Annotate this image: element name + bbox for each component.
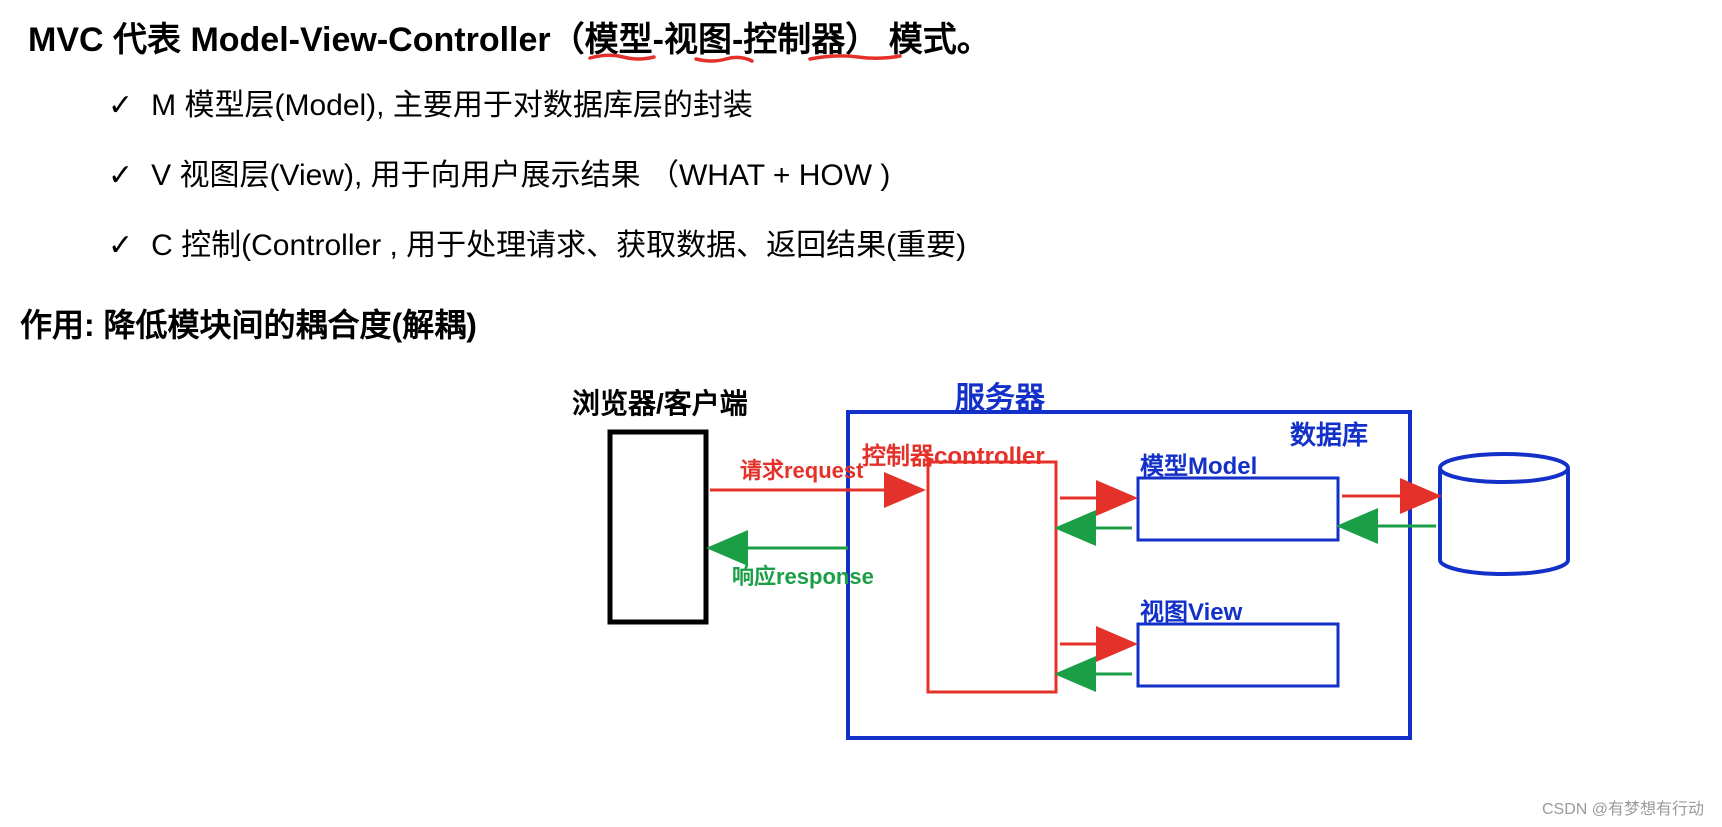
mvc-diagram: 浏览器/客户端服务器控制器controller模型Model视图View数据库请…	[0, 0, 1722, 827]
ctrl_box	[928, 462, 1056, 692]
browser_label: 浏览器/客户端	[572, 387, 748, 419]
db_label: 数据库	[1290, 420, 1368, 450]
res_label: 响应response	[732, 564, 874, 589]
model_box	[1138, 478, 1338, 540]
view_label: 视图View	[1140, 599, 1243, 626]
watermark: CSDN @有梦想有行动	[1542, 795, 1704, 819]
model_label: 模型Model	[1140, 453, 1257, 480]
req_label: 请求request	[740, 458, 864, 483]
view_box	[1138, 624, 1338, 686]
browser_box	[610, 432, 706, 622]
ctrl_label: 控制器controller	[862, 442, 1045, 470]
